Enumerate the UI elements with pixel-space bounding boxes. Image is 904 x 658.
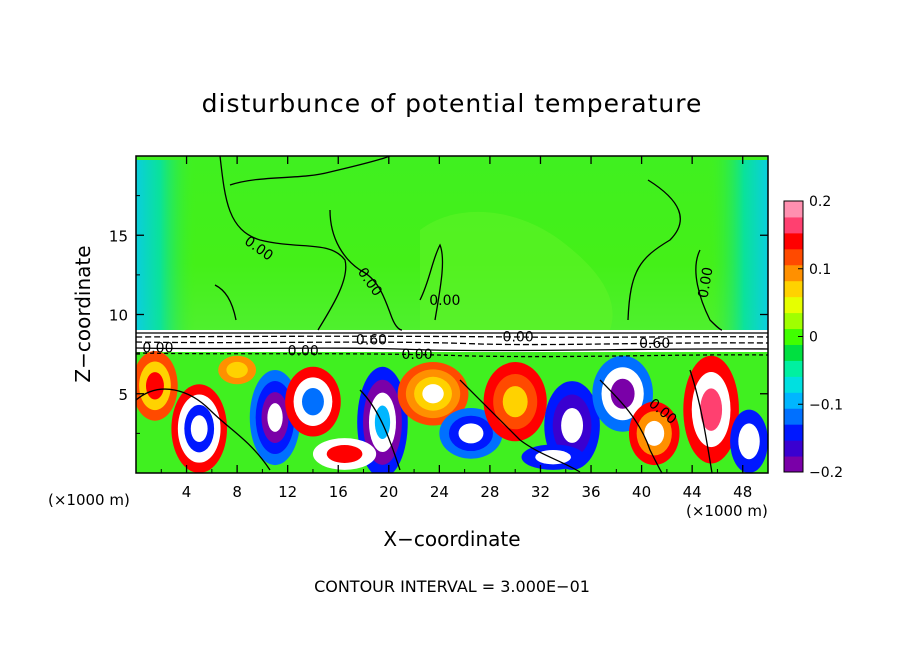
y-tick-label: 15 (109, 227, 128, 245)
contour-lower-2 (359, 389, 401, 471)
x-tick-label: 48 (733, 483, 752, 501)
contour-interval-note: CONTOUR INTERVAL = 3.000E−01 (314, 577, 590, 596)
contour-lines (136, 156, 768, 473)
colorbar-segment (784, 440, 803, 457)
x-tick-label: 16 (329, 483, 348, 501)
colorbar-segment (784, 408, 803, 425)
colorbar-segment (784, 344, 803, 361)
eddy-ring (190, 415, 208, 443)
contour-zero-left (219, 156, 347, 331)
contour-label: 0.00 (696, 266, 717, 299)
left-cyan-edge (136, 160, 196, 335)
eddy-ring (610, 378, 635, 409)
field-layer: 0.000.000.000.000.000.000.60 0.600.000.00… (136, 156, 768, 473)
colorbar-tick-label: 0.2 (809, 194, 831, 210)
x-tick-label: 8 (232, 483, 242, 501)
eddy-ring (458, 423, 484, 444)
contour-lower-4 (599, 379, 663, 473)
x-tick-label: 12 (278, 483, 297, 501)
x-axis-ticks: 4 8 12 16 20 24 28 32 36 40 44 48 (160, 156, 752, 501)
eddy-ring (502, 386, 528, 418)
x-tick-label: 24 (430, 483, 449, 501)
x-tick-label: 36 (581, 483, 600, 501)
x-unit-right: (×1000 m) (686, 502, 768, 520)
contour-label: 0.00 (401, 347, 432, 363)
x-tick-label: 44 (683, 483, 702, 501)
contour-lower-5 (689, 369, 713, 473)
contour-zero-right-loop (627, 179, 681, 321)
colorbar-segment (784, 392, 803, 409)
contour-zero-left-small (214, 284, 237, 321)
contour-inversion-3 (136, 341, 768, 346)
colorbar-tick-label: 0.1 (809, 262, 831, 278)
eddy-ring (302, 387, 324, 416)
contour-inversion-5 (136, 352, 768, 358)
y-axis-label: Z−coordinate (71, 245, 95, 382)
contour-zero-top (229, 156, 391, 186)
x-unit-left: (×1000 m) (48, 491, 130, 509)
right-cyan-edge (708, 160, 768, 335)
y-tick-label: 5 (118, 386, 128, 404)
contour-inversion-2 (136, 335, 768, 338)
colorbar-segment (784, 360, 803, 377)
colorbar-segment (784, 280, 803, 298)
contour-label: 0.60 (639, 336, 670, 352)
x-tick-label: 32 (531, 483, 550, 501)
colorbar-tick-label: 0 (809, 330, 818, 346)
contour-lower-1 (136, 388, 271, 471)
colorbar-segment (784, 232, 803, 250)
eddy-ring (145, 372, 164, 400)
colorbar-segment (784, 264, 803, 282)
colorbar-tick-label: −0.1 (809, 397, 843, 413)
chart-title: disturbunce of potential temperature (202, 89, 703, 118)
colorbar-segment (784, 216, 803, 234)
eddy-ring (422, 384, 444, 404)
contour-zero-upper (329, 209, 403, 331)
contour-zero-right (695, 249, 723, 331)
eddy-ring (326, 445, 363, 463)
x-axis-label: X−coordinate (383, 527, 520, 551)
upper-light-patch (420, 211, 613, 330)
colorbar-segment (784, 201, 803, 218)
colorbar-segment (784, 296, 803, 314)
x-tick-label: 40 (632, 483, 651, 501)
contour-label: 0.00 (503, 329, 534, 345)
colorbar-segment (784, 328, 803, 345)
eddy-ring (644, 420, 665, 446)
eddy-ring (267, 403, 283, 432)
contour-label: 0.00 (288, 344, 319, 360)
eddy-ring (738, 423, 760, 460)
colorbar-segment (784, 312, 803, 330)
eddy-ring (226, 361, 248, 379)
eddy-ring (700, 388, 723, 431)
colorbar-segment (784, 456, 803, 473)
colorbar-tick-label: −0.2 (809, 465, 843, 481)
x-tick-label: 4 (182, 483, 192, 501)
y-tick-label: 10 (109, 307, 128, 325)
eddy-ring (561, 407, 584, 443)
colorbar-segment (784, 248, 803, 266)
x-tick-label: 28 (480, 483, 499, 501)
contour-zero-mid (419, 243, 444, 321)
colorbar-ticks: 0.2 0.1 0 −0.1 −0.2 (798, 194, 843, 481)
contour-label: 0.00 (142, 341, 173, 357)
contour-label: 0.00 (429, 293, 460, 309)
x-tick-label: 20 (379, 483, 398, 501)
contour-label: 0.60 (356, 333, 387, 349)
contour-inversion-4 (136, 347, 768, 352)
contour-lower-3 (459, 379, 581, 473)
y-axis-ticks: 5 10 15 (109, 195, 768, 434)
colorbar-segment (784, 424, 803, 441)
colorbar-segment (784, 376, 803, 393)
eddies-group (136, 350, 768, 473)
